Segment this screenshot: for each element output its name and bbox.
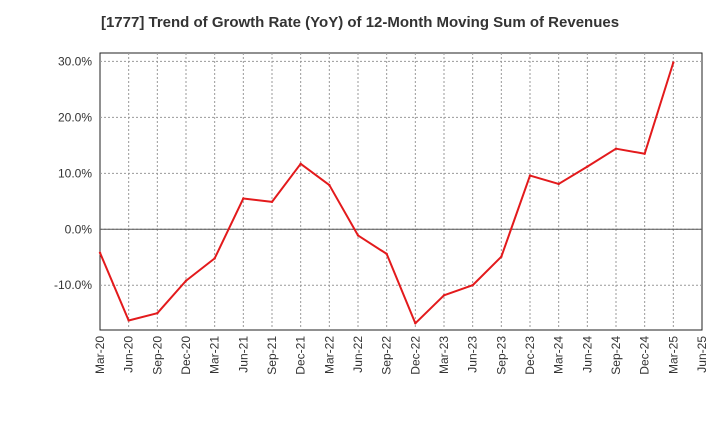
x-tick-label: Sep-20 <box>150 336 164 375</box>
x-tick-label: Jun-22 <box>351 336 365 373</box>
data-point <box>643 152 646 155</box>
data-point <box>557 182 560 186</box>
x-tick-label: Mar-22 <box>322 336 336 374</box>
data-point <box>156 312 159 315</box>
x-tick-label: Dec-22 <box>408 336 422 375</box>
x-tick-label: Dec-21 <box>294 336 308 375</box>
y-tick-label: 30.0% <box>58 54 92 68</box>
x-tick-label: Mar-21 <box>208 336 222 374</box>
data-point <box>328 183 331 187</box>
chart-title: [1777] Trend of Growth Rate (YoY) of 12-… <box>100 14 620 31</box>
y-axis-tick-labels: -10.0% 0.0% 10.0% 20.0% 30.0% <box>54 54 92 292</box>
x-tick-label: Mar-20 <box>93 336 107 374</box>
x-tick-label: Jun-23 <box>466 336 480 373</box>
data-point <box>442 294 446 297</box>
plot-frame <box>99 52 703 331</box>
x-tick-label: Sep-21 <box>265 336 279 375</box>
horizontal-gridlines <box>100 60 702 286</box>
x-tick-label: Mar-25 <box>666 336 680 374</box>
x-tick-label: Dec-24 <box>638 336 652 375</box>
data-point <box>270 200 274 204</box>
x-tick-label: Mar-24 <box>552 336 566 374</box>
x-tick-label: Jun-21 <box>236 336 250 373</box>
data-point <box>299 162 302 165</box>
data-point <box>586 165 589 168</box>
y-tick-label: -10.0% <box>54 278 92 292</box>
data-point <box>672 61 675 64</box>
x-tick-label: Jun-20 <box>122 336 136 373</box>
y-tick-label: 10.0% <box>58 166 92 180</box>
data-point <box>356 234 360 237</box>
data-point <box>414 322 417 325</box>
x-tick-label: Jun-25 <box>695 336 709 373</box>
x-tick-label: Mar-23 <box>437 336 451 374</box>
y-tick-label: 20.0% <box>58 110 92 124</box>
data-point <box>184 279 188 282</box>
x-tick-label: Sep-22 <box>380 336 394 375</box>
data-point <box>471 284 474 287</box>
x-tick-label: Jun-24 <box>580 336 594 373</box>
x-tick-label: Dec-23 <box>523 336 537 375</box>
series-layer <box>98 61 675 325</box>
data-point <box>127 319 130 322</box>
data-point <box>500 255 503 258</box>
data-point <box>385 252 388 256</box>
x-axis-tick-labels: Mar-20 Jun-20 Sep-20 Dec-20 Mar-21 Jun-21 Sep-… <box>93 336 709 375</box>
x-tick-label: Sep-24 <box>609 336 623 375</box>
data-point <box>213 257 216 260</box>
data-point <box>528 174 532 177</box>
x-tick-label: Dec-20 <box>179 336 193 375</box>
data-point <box>98 251 102 254</box>
x-tick-label: Sep-23 <box>494 336 508 375</box>
data-point <box>614 147 618 150</box>
data-point <box>242 197 245 200</box>
y-tick-label: 0.0% <box>65 222 93 236</box>
